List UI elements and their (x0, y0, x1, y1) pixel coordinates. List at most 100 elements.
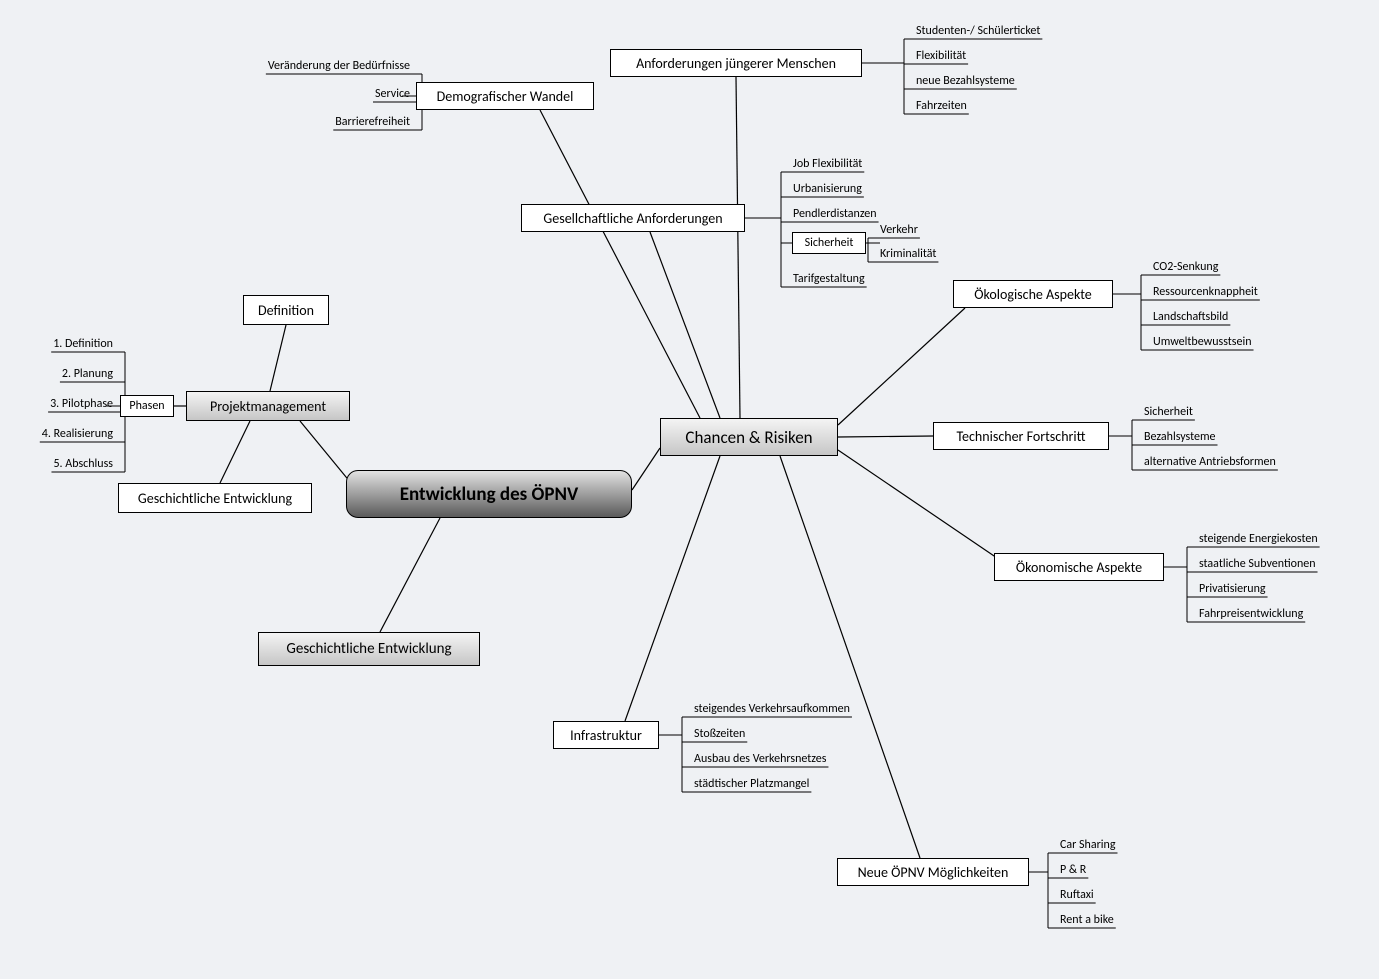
leaf-label: neue Bezahlsysteme (916, 74, 1015, 88)
leaf-label: alternative Antriebsformen (1144, 455, 1276, 469)
leaf-label: Rent a bike (1060, 913, 1114, 927)
leaf-label: steigendes Verkehrsaufkommen (694, 702, 850, 716)
leaf-label: Privatisierung (1199, 582, 1266, 596)
leaf-item: Urbanisierung (793, 182, 862, 196)
node-gesch-entw-2: Geschichtliche Entwicklung (258, 632, 480, 666)
leaf-item: Umweltbewusstsein (1153, 335, 1252, 349)
leaf-label: 1. Definition (53, 337, 113, 351)
leaf-label: Ressourcenknappheit (1153, 285, 1258, 299)
node-gesch-entw-1: Geschichtliche Entwicklung (118, 483, 312, 513)
leaf-label: Service (375, 87, 410, 101)
node-label: Definition (258, 302, 314, 319)
node-label: Technischer Fortschritt (956, 428, 1085, 445)
leaf-item: 2. Planung (62, 367, 113, 381)
leaf-label: Kriminalität (880, 247, 936, 261)
leaf-item: steigendes Verkehrsaufkommen (694, 702, 850, 716)
leaf-item: städtischer Platzmangel (694, 777, 809, 791)
leaf-label: Job Flexibilität (793, 157, 862, 171)
node-label: Neue ÖPNV Möglichkeiten (858, 864, 1009, 881)
leaf-item: Barrierefreiheit (335, 115, 410, 129)
leaf-item: 5. Abschluss (53, 457, 113, 471)
leaf-item: Kriminalität (880, 247, 936, 261)
leaf-item: Bezahlsysteme (1144, 430, 1216, 444)
node-neue-oepnv: Neue ÖPNV Möglichkeiten (837, 858, 1029, 886)
leaf-item: Privatisierung (1199, 582, 1266, 596)
leaf-label: 4. Realisierung (42, 427, 113, 441)
leaf-label: Studenten-/ Schülerticket (916, 24, 1040, 38)
node-sicherheit-box: Sicherheit (792, 232, 866, 254)
leaf-item: Veränderung der Bedürfnisse (268, 59, 410, 73)
leaf-item: steigende Energiekosten (1199, 532, 1318, 546)
leaf-item: Ruftaxi (1060, 888, 1094, 902)
node-label: Demografischer Wandel (437, 88, 574, 105)
leaf-label: P & R (1060, 863, 1086, 877)
leaf-label: staatliche Subventionen (1199, 557, 1316, 571)
leaf-label: Veränderung der Bedürfnisse (268, 59, 410, 73)
leaf-label: CO2-Senkung (1153, 260, 1218, 274)
leaf-item: Ressourcenknappheit (1153, 285, 1258, 299)
leaf-label: steigende Energiekosten (1199, 532, 1318, 546)
node-definition: Definition (243, 295, 329, 325)
leaf-item: 4. Realisierung (42, 427, 113, 441)
leaf-label: Barrierefreiheit (335, 115, 410, 129)
leaf-item: Pendlerdistanzen (793, 207, 877, 221)
node-label: Ökologische Aspekte (974, 286, 1092, 303)
leaf-item: staatliche Subventionen (1199, 557, 1316, 571)
root-node: Entwicklung des ÖPNV (346, 470, 632, 518)
node-oekonomische-aspekte: Ökonomische Aspekte (994, 553, 1164, 581)
leaf-label: 5. Abschluss (53, 457, 113, 471)
node-projektmanagement: Projektmanagement (186, 391, 350, 421)
leaf-label: Ruftaxi (1060, 888, 1094, 902)
node-label: Sicherheit (805, 236, 854, 250)
leaf-label: städtischer Platzmangel (694, 777, 809, 791)
leaf-item: Job Flexibilität (793, 157, 862, 171)
node-demografischer-wandel: Demografischer Wandel (416, 82, 594, 110)
node-anforderungen-juenger: Anforderungen jüngerer Menschen (610, 49, 862, 77)
leaf-label: Pendlerdistanzen (793, 207, 877, 221)
leaf-label: 2. Planung (62, 367, 113, 381)
leaf-item: P & R (1060, 863, 1086, 877)
leaf-label: Bezahlsysteme (1144, 430, 1216, 444)
leaf-item: alternative Antriebsformen (1144, 455, 1276, 469)
leaf-label: Fahrpreisentwicklung (1199, 607, 1303, 621)
leaf-item: Tarifgestaltung (793, 272, 865, 286)
leaf-label: Umweltbewusstsein (1153, 335, 1252, 349)
leaf-label: Verkehr (880, 223, 918, 237)
node-label: Anforderungen jüngerer Menschen (636, 55, 836, 72)
leaf-label: Stoßzeiten (694, 727, 745, 741)
leaf-item: Stoßzeiten (694, 727, 745, 741)
leaf-item: Service (375, 87, 410, 101)
node-oekologische-aspekte: Ökologische Aspekte (953, 280, 1113, 308)
leaf-item: Studenten-/ Schülerticket (916, 24, 1040, 38)
leaf-item: 3. Pilotphase (50, 397, 113, 411)
node-label: Projektmanagement (210, 398, 326, 415)
leaf-item: Fahrzeiten (916, 99, 967, 113)
leaf-label: Landschaftsbild (1153, 310, 1228, 324)
node-technischer-fortschritt: Technischer Fortschritt (933, 422, 1109, 450)
node-infrastruktur: Infrastruktur (553, 721, 659, 749)
leaf-label: Car Sharing (1060, 838, 1116, 852)
node-chancen-risiken: Chancen & Risiken (660, 418, 838, 456)
leaf-label: Ausbau des Verkehrsnetzes (694, 752, 826, 766)
leaf-label: Sicherheit (1144, 405, 1193, 419)
leaf-item: Car Sharing (1060, 838, 1116, 852)
node-label: Ökonomische Aspekte (1016, 559, 1142, 576)
leaf-item: Flexibilität (916, 49, 966, 63)
leaf-item: Verkehr (880, 223, 918, 237)
leaf-item: 1. Definition (53, 337, 113, 351)
node-label: Chancen & Risiken (685, 427, 812, 448)
leaf-label: Fahrzeiten (916, 99, 967, 113)
leaf-item: Sicherheit (1144, 405, 1193, 419)
leaf-label: Urbanisierung (793, 182, 862, 196)
node-label: Phasen (129, 399, 164, 413)
root-label: Entwicklung des ÖPNV (400, 483, 578, 506)
node-phasen: Phasen (120, 395, 174, 417)
leaf-item: Rent a bike (1060, 913, 1114, 927)
leaf-item: Landschaftsbild (1153, 310, 1228, 324)
node-label: Infrastruktur (570, 727, 642, 744)
node-label: Geschichtliche Entwicklung (138, 490, 292, 507)
node-label: Geschichtliche Entwicklung (286, 640, 451, 658)
node-label: Gesellchaftliche Anforderungen (543, 210, 722, 227)
node-gesellschaftliche-anf: Gesellchaftliche Anforderungen (521, 204, 745, 232)
leaf-label: Tarifgestaltung (793, 272, 865, 286)
